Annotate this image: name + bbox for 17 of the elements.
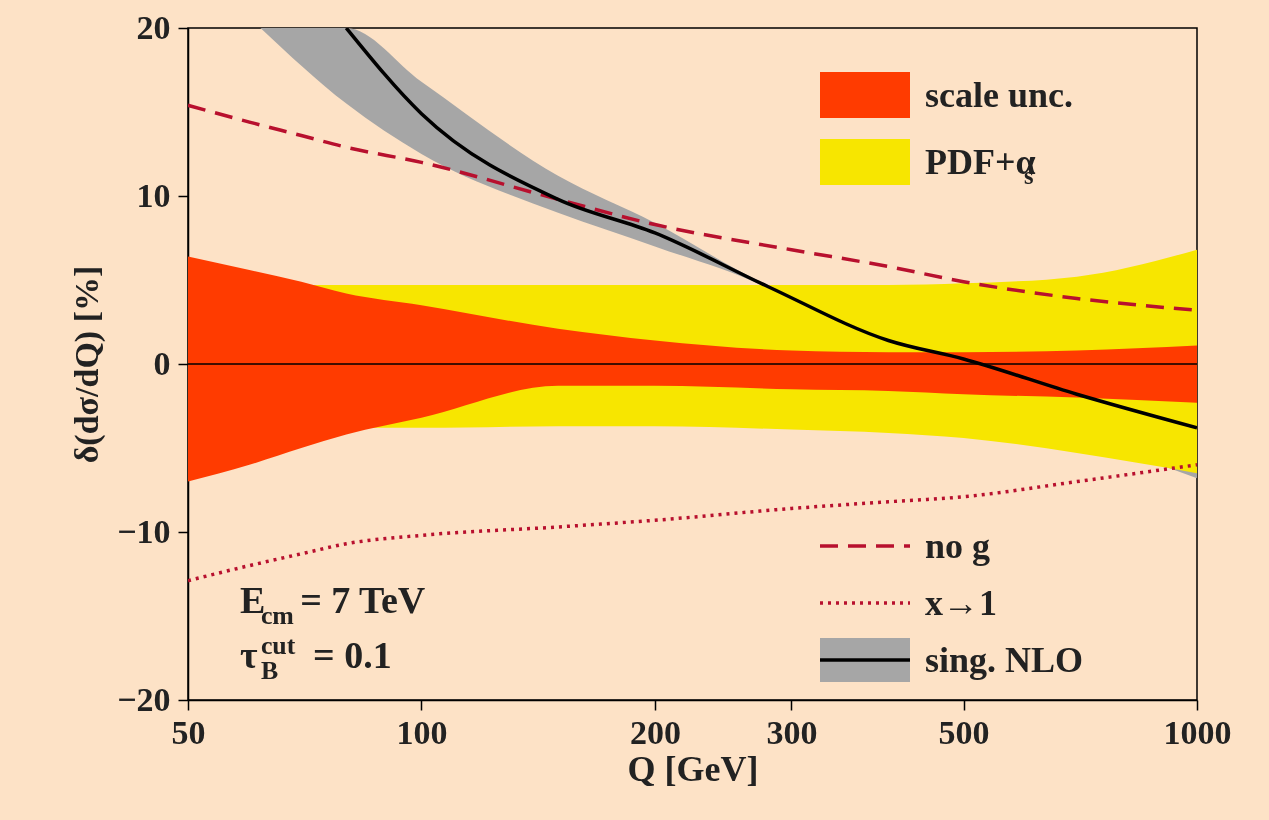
legend-label: scale unc. bbox=[925, 75, 1073, 115]
x-tick-label: 50 bbox=[171, 713, 206, 751]
legend-label: no g bbox=[925, 526, 991, 566]
y-tick-label: −20 bbox=[117, 680, 171, 718]
y-tick-label: −10 bbox=[117, 512, 171, 550]
x-tick-label: 200 bbox=[629, 713, 681, 751]
legend-label: x→1 bbox=[925, 583, 997, 623]
x-axis-title: Q [GeV] bbox=[627, 748, 759, 789]
legend-label: sing. NLO bbox=[925, 640, 1084, 680]
y-tick-label: 10 bbox=[136, 176, 171, 214]
y-tick-label: 0 bbox=[153, 344, 171, 382]
x-tick-label: 300 bbox=[766, 713, 818, 751]
x-tick-label: 1000 bbox=[1163, 713, 1232, 751]
x-tick-label: 500 bbox=[938, 713, 990, 751]
y-tick-label: 20 bbox=[136, 8, 171, 46]
y-axis-title: δ(dσ/dQ) [%] bbox=[68, 265, 107, 464]
x-tick-label: 100 bbox=[396, 713, 448, 751]
